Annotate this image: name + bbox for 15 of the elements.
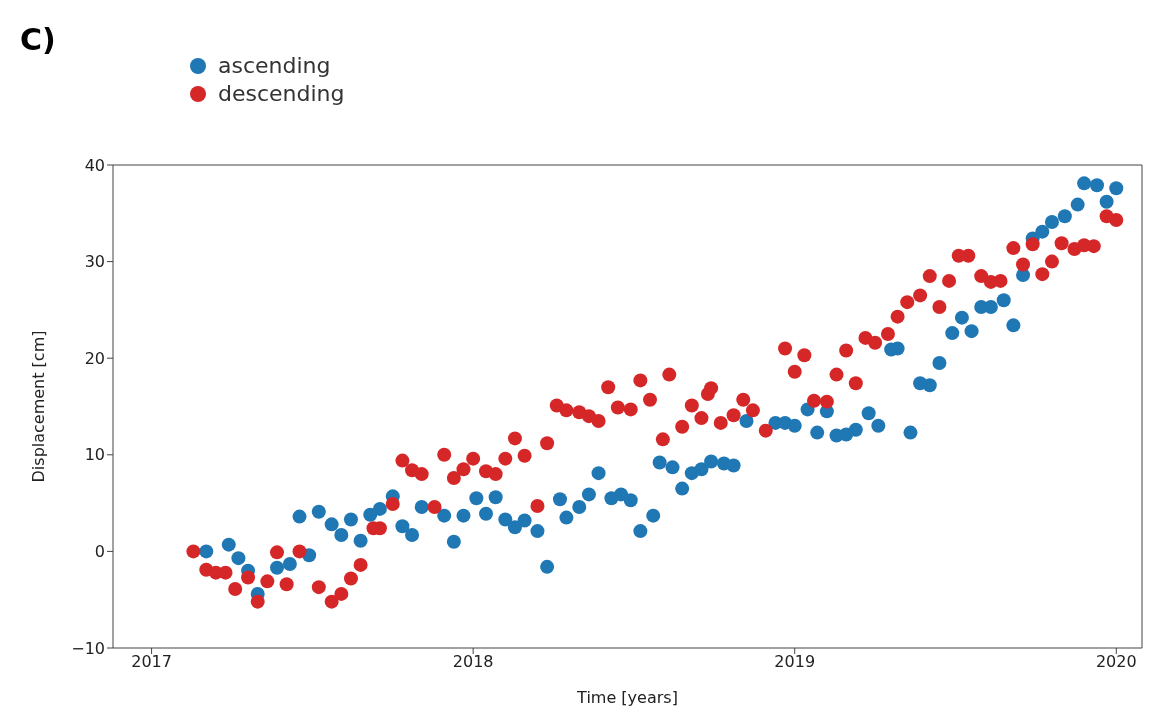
y-tick-label: −10 [71, 638, 105, 658]
x-tick-label: 2018 [452, 652, 494, 672]
y-tick-label: 30 [84, 252, 105, 272]
y-tick-label: 10 [84, 445, 105, 465]
x-tick-label: 2020 [1095, 652, 1137, 672]
x-tick-label: 2017 [131, 652, 172, 672]
y-tick-label: 40 [84, 155, 105, 175]
x-axis-title: Time [years] [576, 688, 678, 707]
legend-label: ascending [218, 52, 331, 80]
y-axis-title: Displacement [cm] [28, 330, 48, 483]
legend-label: descending [218, 80, 345, 108]
x-tick-label: 2019 [774, 652, 816, 672]
chart-title: C) [20, 22, 56, 57]
y-tick-label: 20 [84, 348, 105, 368]
y-tick-label: 0 [94, 542, 105, 562]
